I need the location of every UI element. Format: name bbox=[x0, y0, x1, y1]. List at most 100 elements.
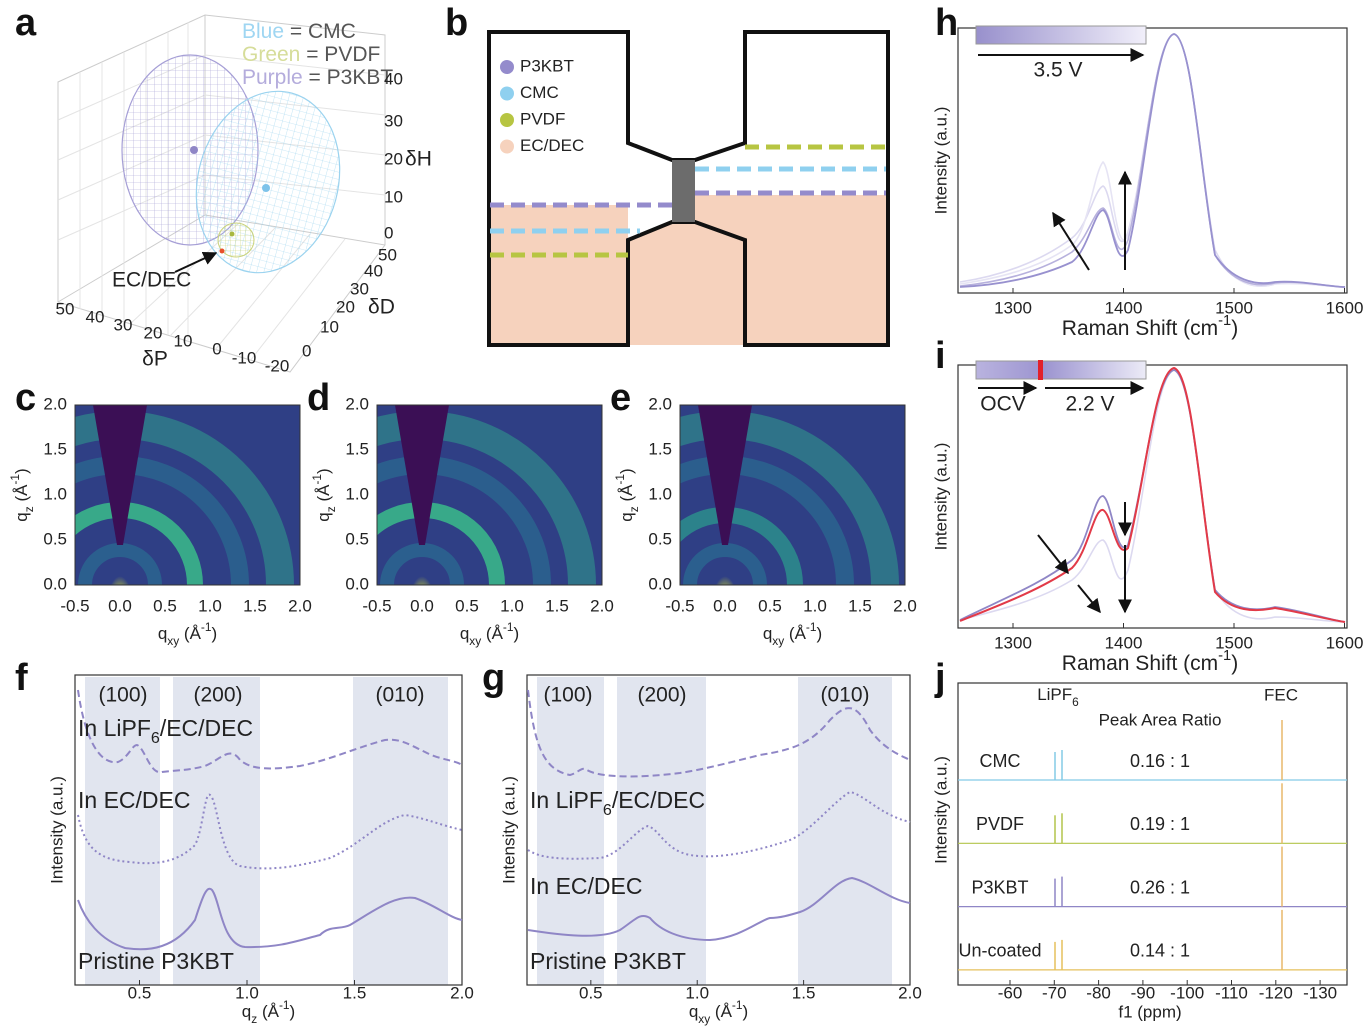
text-part: Pristine P3KBT bbox=[78, 948, 234, 974]
y-tick-label: 10 bbox=[320, 317, 339, 336]
curve-label: Pristine P3KBT bbox=[530, 948, 686, 974]
x-tick-label: 1.5 bbox=[545, 596, 569, 615]
x-tick-label: 0.5 bbox=[758, 596, 782, 615]
y-tick-label: 2.0 bbox=[43, 394, 67, 413]
y-axis-label: Intensity (a.u.) bbox=[931, 443, 950, 551]
z-axis-label: δH bbox=[405, 148, 432, 171]
voltage-label: 3.5 V bbox=[1033, 59, 1082, 82]
text-part: ) bbox=[1231, 652, 1238, 675]
text-part: xy bbox=[698, 1012, 710, 1026]
text-part: q bbox=[158, 624, 167, 643]
x-axis-label: Raman Shift (cm-1) bbox=[1062, 648, 1238, 675]
legend-key: Green bbox=[242, 43, 300, 66]
y-tick-label: 0 bbox=[302, 341, 311, 360]
x-tick-label: 1400 bbox=[1105, 298, 1143, 317]
text-part: (Å bbox=[481, 624, 503, 643]
panel-letter: g bbox=[482, 657, 505, 699]
y-axis-label: qz (Å-1) bbox=[310, 468, 338, 521]
x-tick-label: 1500 bbox=[1215, 633, 1253, 652]
x-axis-label: qxy (Å-1) bbox=[460, 620, 519, 648]
x-tick-label: -90 bbox=[1131, 983, 1156, 1002]
z-tick-label: 40 bbox=[384, 69, 403, 88]
y-tick-label: 1.0 bbox=[648, 484, 672, 503]
legend-text: = P3KBT bbox=[303, 66, 394, 89]
text-part: xy bbox=[469, 634, 481, 648]
panel-letter: e bbox=[610, 377, 631, 419]
legend-text: = CMC bbox=[284, 20, 356, 43]
text-part: Pristine P3KBT bbox=[530, 948, 686, 974]
legend-label: CMC bbox=[520, 83, 559, 102]
text-part: ) bbox=[12, 468, 31, 474]
ratio-label: 0.26 : 1 bbox=[1130, 877, 1190, 897]
text-part: z bbox=[251, 1012, 257, 1026]
panel-letter: d bbox=[307, 377, 330, 419]
border bbox=[376, 404, 603, 586]
x-tick-label: 10 bbox=[174, 331, 193, 350]
x-tick-label: 2.0 bbox=[898, 983, 922, 1002]
panel-letter: c bbox=[15, 377, 36, 419]
x-axis-label: δP bbox=[142, 348, 168, 371]
text-part: q bbox=[314, 512, 333, 521]
x-tick-label: 40 bbox=[86, 307, 105, 326]
legend-entry: Purple = P3KBT bbox=[242, 66, 393, 89]
legend-label: PVDF bbox=[520, 109, 565, 128]
y-tick-label: 20 bbox=[336, 297, 355, 316]
x-tick-label: 1.0 bbox=[685, 983, 709, 1002]
x-tick-label: 50 bbox=[56, 299, 75, 318]
specular bbox=[711, 541, 739, 585]
text-part: -1 bbox=[806, 620, 817, 634]
x-axis-label: qxy (Å-1) bbox=[158, 620, 217, 648]
text-part: Raman Shift (cm bbox=[1062, 317, 1218, 340]
text-part: xy bbox=[167, 634, 179, 648]
text-part: LiPF bbox=[1037, 685, 1072, 704]
x-tick-label: 1500 bbox=[1215, 298, 1253, 317]
text-part: q bbox=[12, 512, 31, 521]
raman-h bbox=[957, 25, 1348, 294]
text-part: 6 bbox=[151, 729, 160, 747]
x-tick-label: 2.0 bbox=[590, 596, 614, 615]
x-tick-label: -0.5 bbox=[362, 596, 391, 615]
text-part: z bbox=[627, 506, 641, 512]
y-axis-label: qz (Å-1) bbox=[613, 468, 641, 521]
text-part: Raman Shift (cm bbox=[1062, 652, 1218, 675]
legend-swatch bbox=[500, 60, 514, 74]
x-tick-label: -110 bbox=[1215, 983, 1248, 1002]
solubility-spheres bbox=[121, 54, 341, 274]
x-tick-label: 2.0 bbox=[893, 596, 917, 615]
panel-letter: j bbox=[934, 657, 946, 699]
text-part: 6 bbox=[603, 801, 612, 819]
x-tick-label: 1.0 bbox=[500, 596, 524, 615]
text-part: ) bbox=[514, 624, 520, 643]
curve-label: In LiPF6/EC/DEC bbox=[78, 715, 253, 747]
x-tick-label: -20 bbox=[265, 356, 290, 375]
cell-schematic bbox=[487, 30, 890, 347]
x-tick-label: 2.0 bbox=[450, 983, 474, 1002]
x-axis-label: qxy (Å-1) bbox=[689, 998, 748, 1026]
x-axis-label: qz (Å-1) bbox=[242, 998, 295, 1026]
text-part: (Å bbox=[710, 1002, 732, 1021]
arrow-label: EC/DEC bbox=[112, 269, 191, 292]
ratio-label: 0.16 : 1 bbox=[1130, 751, 1190, 771]
text-part: /EC/DEC bbox=[612, 787, 705, 813]
xrd-g bbox=[526, 674, 911, 986]
x-axis-label: Raman Shift (cm-1) bbox=[1062, 313, 1238, 340]
x-tick-label: 0.5 bbox=[455, 596, 479, 615]
x-tick-label: 1.5 bbox=[243, 596, 267, 615]
panel-letter: i bbox=[935, 335, 946, 377]
x-tick-label: -10 bbox=[232, 348, 257, 367]
legend-label: EC/DEC bbox=[520, 136, 584, 155]
giwaxs-image bbox=[377, 405, 602, 585]
specular bbox=[408, 541, 436, 585]
y-axis-label: Intensity (a.u.) bbox=[931, 107, 950, 215]
text-part: -1 bbox=[732, 998, 743, 1012]
text-part: -1 bbox=[201, 620, 212, 634]
y-tick-label: 1.5 bbox=[345, 439, 369, 458]
beam-wedge bbox=[698, 405, 752, 545]
curve-label: Pristine P3KBT bbox=[78, 948, 234, 974]
legend-label: P3KBT bbox=[520, 56, 574, 75]
x-tick-label: -70 bbox=[1042, 983, 1067, 1002]
specular bbox=[106, 541, 134, 585]
legend-swatch bbox=[500, 86, 514, 101]
legend-entry: Blue = CMC bbox=[242, 20, 356, 43]
ocv-label: OCV bbox=[980, 393, 1026, 416]
